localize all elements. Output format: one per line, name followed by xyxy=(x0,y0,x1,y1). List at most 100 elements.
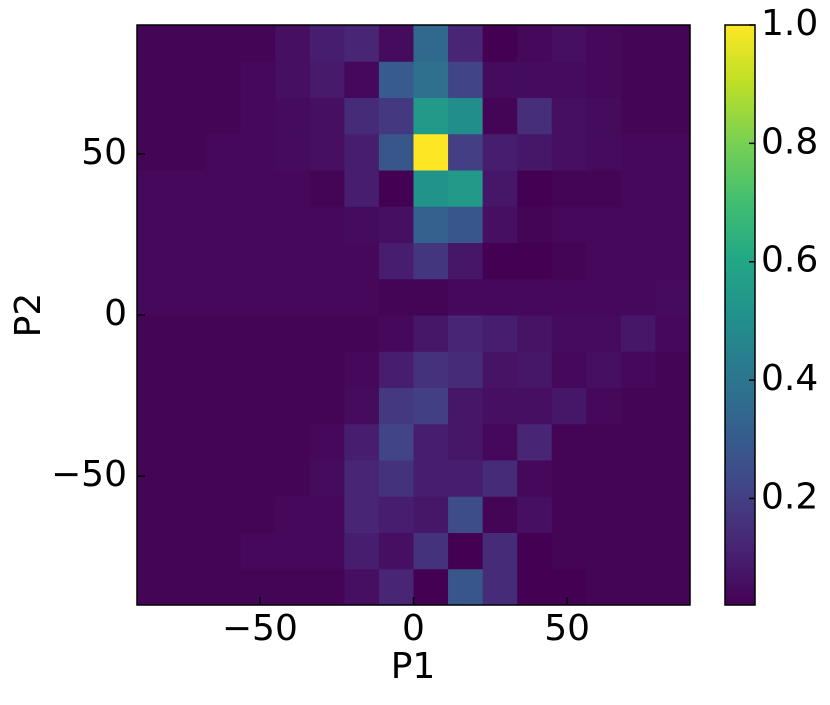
heatmap-cell xyxy=(517,278,553,316)
heatmap-cell xyxy=(482,496,518,533)
heatmap-cell xyxy=(517,133,553,171)
heatmap-cell xyxy=(482,568,518,606)
heatmap-cell xyxy=(275,242,311,280)
heatmap-cell xyxy=(275,532,311,570)
heatmap-cell xyxy=(344,170,380,207)
heatmap-cell xyxy=(482,423,518,461)
heatmap-cell xyxy=(551,460,587,497)
heatmap-cell xyxy=(620,423,656,461)
heatmap-cell xyxy=(309,170,345,207)
heatmap-cell xyxy=(586,61,622,98)
heatmap-cell xyxy=(551,133,587,171)
heatmap-cell xyxy=(482,242,518,280)
heatmap-cell xyxy=(586,25,622,62)
heatmap-cell xyxy=(482,532,518,570)
x-tick-label: −50 xyxy=(222,608,298,649)
heatmap-cell xyxy=(413,133,449,171)
heatmap-cell xyxy=(551,532,587,570)
heatmap-cell xyxy=(378,496,414,533)
colorbar-tick-label: 0.8 xyxy=(761,121,818,162)
heatmap-cell xyxy=(517,25,553,62)
heatmap-cell xyxy=(655,25,691,62)
heatmap-cell xyxy=(309,423,345,461)
heatmap-cell xyxy=(171,170,207,207)
heatmap-cell xyxy=(517,206,553,243)
heatmap-cell xyxy=(206,278,242,316)
heatmap-cell xyxy=(137,315,173,352)
heatmap-cell xyxy=(551,387,587,425)
heatmap-cell xyxy=(171,496,207,533)
heatmap-cell xyxy=(620,315,656,352)
heatmap-cell xyxy=(586,460,622,497)
heatmap-cell xyxy=(206,206,242,243)
heatmap-cell xyxy=(448,278,484,316)
heatmap-cell xyxy=(137,61,173,98)
heatmap-cell xyxy=(275,25,311,62)
heatmap-cell xyxy=(137,278,173,316)
heatmap-cell xyxy=(620,170,656,207)
heatmap-cell xyxy=(448,568,484,606)
heatmap-cell xyxy=(586,532,622,570)
heatmap-cell xyxy=(206,170,242,207)
heatmap-cell xyxy=(413,423,449,461)
heatmap-cell xyxy=(517,242,553,280)
heatmap-cell xyxy=(655,133,691,171)
heatmap-cell xyxy=(655,460,691,497)
heatmap-cell xyxy=(655,61,691,98)
heatmap-cell xyxy=(517,423,553,461)
heatmap-cell xyxy=(344,460,380,497)
heatmap-cell xyxy=(344,423,380,461)
heatmap-cell xyxy=(171,568,207,606)
heatmap-cell xyxy=(344,25,380,62)
heatmap-cell xyxy=(240,170,276,207)
heatmap-cell xyxy=(448,206,484,243)
heatmap-cell xyxy=(482,97,518,135)
heatmap-cell xyxy=(482,460,518,497)
x-axis-label: P1 xyxy=(391,646,436,687)
heatmap-cell xyxy=(378,133,414,171)
heatmap-cell xyxy=(275,206,311,243)
heatmap-cell xyxy=(655,242,691,280)
heatmap-cell xyxy=(378,61,414,98)
heatmap-cell xyxy=(413,242,449,280)
heatmap-cell xyxy=(448,25,484,62)
heatmap-cell xyxy=(240,97,276,135)
heatmap-cell xyxy=(206,460,242,497)
heatmap-cell xyxy=(586,496,622,533)
heatmap-cell xyxy=(275,351,311,388)
heatmap-cell xyxy=(171,423,207,461)
heatmap-cell xyxy=(309,133,345,171)
heatmap-cell xyxy=(551,206,587,243)
heatmap-cell xyxy=(517,496,553,533)
heatmap-cell xyxy=(137,25,173,62)
heatmap-cell xyxy=(378,568,414,606)
heatmap-cell xyxy=(275,97,311,135)
heatmap-cell xyxy=(275,496,311,533)
heatmap-cell xyxy=(482,315,518,352)
heatmap-cell xyxy=(309,61,345,98)
heatmap-cell xyxy=(586,242,622,280)
heatmap-cell xyxy=(448,61,484,98)
heatmap-cell xyxy=(448,460,484,497)
heatmap-cell xyxy=(378,315,414,352)
y-axis-label: P2 xyxy=(8,293,49,338)
heatmap-cell xyxy=(448,170,484,207)
heatmap-cell xyxy=(171,532,207,570)
heatmap-cell xyxy=(620,61,656,98)
heatmap-cell xyxy=(448,387,484,425)
heatmap-cell xyxy=(551,25,587,62)
heatmap-cell xyxy=(517,568,553,606)
heatmap-cell xyxy=(551,242,587,280)
heatmap-cell xyxy=(551,278,587,316)
heatmap-cell xyxy=(206,315,242,352)
heatmap-cell xyxy=(309,460,345,497)
heatmap-cell xyxy=(448,423,484,461)
heatmap-cell xyxy=(378,97,414,135)
heatmap-cell xyxy=(171,278,207,316)
heatmap-cell xyxy=(171,61,207,98)
heatmap-cell xyxy=(137,387,173,425)
heatmap-cell xyxy=(240,460,276,497)
heatmap-cell xyxy=(171,351,207,388)
heatmap-cell xyxy=(586,387,622,425)
heatmap-cell xyxy=(551,568,587,606)
